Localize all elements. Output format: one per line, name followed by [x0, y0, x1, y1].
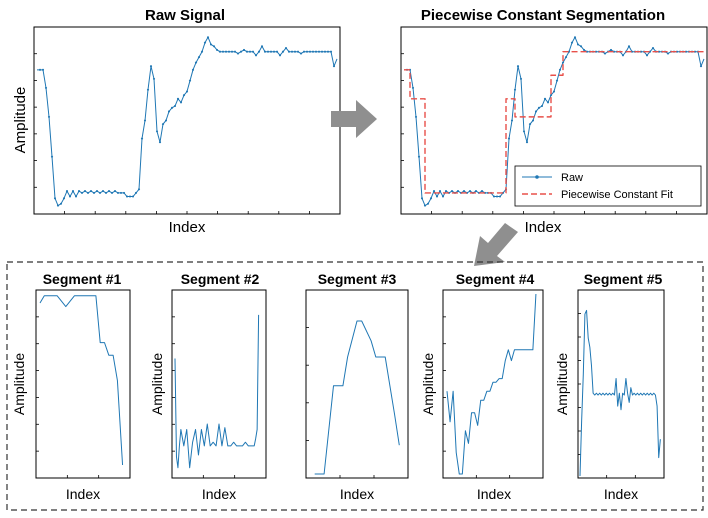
tick-marks [36, 316, 100, 478]
y-axis-label: Amplitude [12, 87, 29, 154]
x-axis-label: Index [202, 486, 236, 502]
segment-2-chart: Segment #2 Index Amplitude [149, 271, 267, 502]
plot-frame [305, 289, 409, 479]
legend: Raw Piecewise Constant Fit [514, 165, 702, 207]
y-axis-label: Amplitude [420, 353, 436, 415]
legend-box [514, 165, 702, 207]
series-line [314, 320, 400, 475]
tick-marks [172, 316, 236, 478]
tick-marks [34, 53, 310, 214]
series-line [37, 36, 338, 207]
series-line [446, 293, 537, 475]
chart-title: Segment #2 [181, 271, 260, 287]
x-axis-label: Index [66, 486, 100, 502]
x-axis-label: Index [169, 219, 206, 236]
plot-frame [171, 289, 267, 479]
y-axis-label: Amplitude [149, 353, 165, 415]
series-line [579, 309, 661, 477]
series-group [174, 314, 260, 469]
plot-frame [35, 289, 131, 479]
series-line-fit [404, 51, 704, 194]
series-line [39, 295, 124, 466]
segment-4-chart: Segment #4 Index Amplitude [420, 271, 544, 502]
legend-marker-raw [535, 175, 539, 179]
chart-title: Segment #3 [318, 271, 397, 287]
series-group [404, 36, 705, 207]
segment-1-chart: Segment #1 Index Amplitude [11, 271, 131, 502]
series-line [174, 314, 260, 469]
series-group [446, 293, 537, 475]
y-axis-label: Amplitude [554, 353, 570, 415]
legend-label-raw: Raw [561, 172, 583, 184]
plot-frame [577, 289, 665, 479]
tick-marks [578, 313, 636, 478]
segmentation-chart: Piecewise Constant Segmentation Index Ra… [400, 7, 708, 236]
series-group [579, 309, 661, 477]
chart-title: Segment #5 [584, 271, 663, 287]
tick-marks [401, 53, 677, 214]
series-group [39, 295, 124, 466]
segments-container [6, 261, 704, 511]
x-axis-label: Index [477, 486, 511, 502]
series-group [37, 36, 338, 207]
raw-signal-chart: Raw Signal Index Amplitude [12, 7, 341, 236]
plot-frame [442, 289, 544, 479]
chart-title: Segment #1 [43, 271, 122, 287]
chart-title: Piecewise Constant Segmentation [421, 7, 665, 24]
chart-title: Segment #4 [456, 271, 535, 287]
x-axis-label: Index [604, 486, 638, 502]
x-axis-label: Index [340, 486, 374, 502]
segment-3-chart: Segment #3 Index [305, 271, 409, 502]
segment-5-chart: Segment #5 Index Amplitude [554, 271, 665, 502]
series-group [314, 320, 400, 475]
y-axis-label: Amplitude [11, 353, 27, 415]
plot-frame [33, 26, 341, 215]
tick-marks [443, 316, 511, 478]
x-axis-label: Index [525, 219, 562, 236]
chart-title: Raw Signal [145, 7, 225, 24]
tick-marks [306, 327, 375, 478]
arrow-right-icon [331, 100, 377, 138]
arrow-down-icon [474, 223, 518, 266]
legend-label-fit: Piecewise Constant Fit [561, 189, 673, 201]
